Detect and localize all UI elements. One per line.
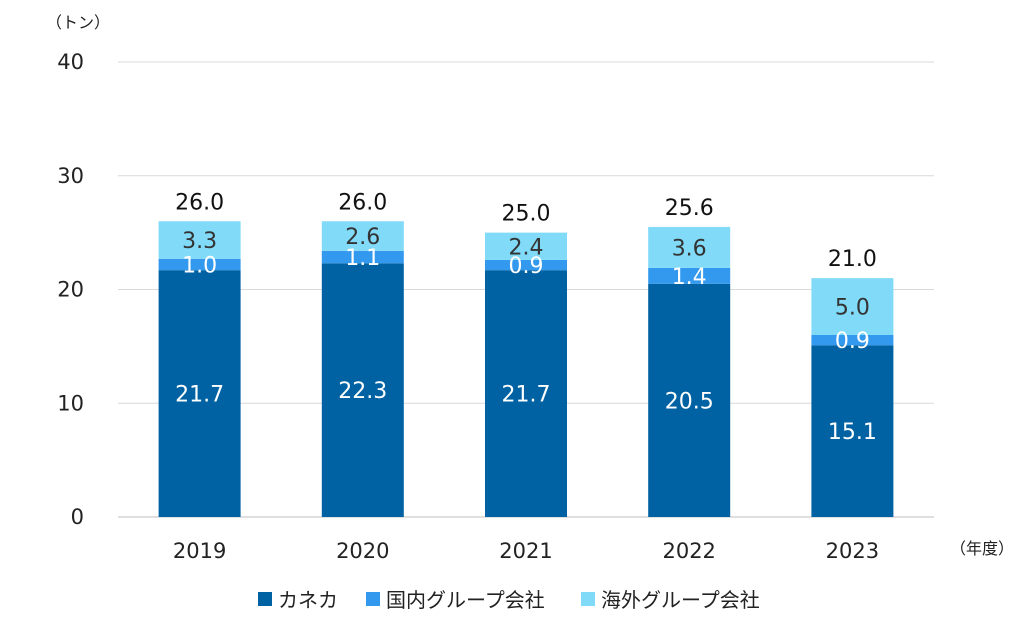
segment-value-label: 1.1	[345, 246, 380, 271]
x-tick-label: 2023	[826, 539, 879, 563]
bar-segment	[648, 226, 731, 268]
total-value-label: 26.0	[338, 190, 387, 215]
y-axis-unit-label: （トン）	[46, 13, 110, 32]
bar-segment	[321, 263, 404, 517]
legend-label: 海外グループ会社	[601, 588, 760, 612]
y-tick-label: 10	[57, 391, 84, 415]
bar-segment	[158, 258, 241, 271]
x-tick-label: 2022	[662, 539, 715, 563]
segment-value-label: 2.6	[345, 225, 380, 250]
segment-value-label: 22.3	[338, 379, 387, 404]
segment-value-label: 2.4	[509, 235, 544, 260]
bar-segment	[811, 278, 894, 335]
bar-segment	[321, 250, 404, 264]
segment-value-label: 3.6	[672, 236, 707, 261]
bar-segment	[648, 283, 731, 517]
bars	[158, 221, 894, 517]
x-tick-label: 2021	[499, 539, 552, 563]
total-value-label: 26.0	[175, 190, 224, 215]
y-tick-label: 40	[57, 50, 84, 74]
y-tick-label: 20	[57, 278, 84, 302]
x-tick-label: 2020	[336, 539, 389, 563]
bar-segment	[158, 221, 241, 259]
y-tick-label: 30	[57, 164, 84, 188]
segment-value-label: 21.7	[502, 383, 551, 408]
segment-value-label: 5.0	[835, 296, 870, 321]
segment-value-label: 3.3	[182, 229, 217, 254]
axes: （トン） （年度） 0 10 20 30 40 2019 2020 2021 2022 2023	[46, 13, 1014, 563]
legend-label: カネカ	[278, 588, 338, 612]
bar-segment	[485, 259, 567, 271]
x-tick-label: 2019	[173, 539, 226, 563]
total-value-label: 25.0	[502, 202, 551, 227]
legend: カネカ 国内グループ会社 海外グループ会社	[258, 588, 760, 612]
data-labels: 21.71.03.326.022.31.12.626.021.70.92.425…	[175, 190, 877, 445]
segment-value-label: 0.9	[509, 254, 544, 279]
bar-segment	[485, 232, 567, 260]
segment-value-label: 20.5	[665, 389, 714, 414]
segment-value-label: 0.9	[835, 329, 870, 354]
legend-swatch	[258, 592, 272, 606]
bar-segment	[321, 221, 404, 251]
total-value-label: 21.0	[828, 247, 877, 272]
bar-segment	[811, 335, 894, 346]
segment-value-label: 21.7	[175, 383, 224, 408]
segment-value-label: 1.0	[182, 253, 217, 278]
y-tick-label: 0	[71, 505, 84, 529]
segment-value-label: 15.1	[828, 420, 877, 445]
segment-value-label: 1.4	[672, 265, 707, 290]
legend-swatch	[581, 592, 595, 606]
total-value-label: 25.6	[665, 196, 714, 221]
bar-segment	[485, 270, 567, 517]
x-axis-unit-label: （年度）	[950, 539, 1014, 558]
bar-segment	[811, 345, 894, 517]
bar-segment	[158, 270, 241, 517]
bar-segment	[648, 267, 731, 284]
legend-swatch	[366, 592, 380, 606]
legend-label: 国内グループ会社	[386, 588, 545, 612]
